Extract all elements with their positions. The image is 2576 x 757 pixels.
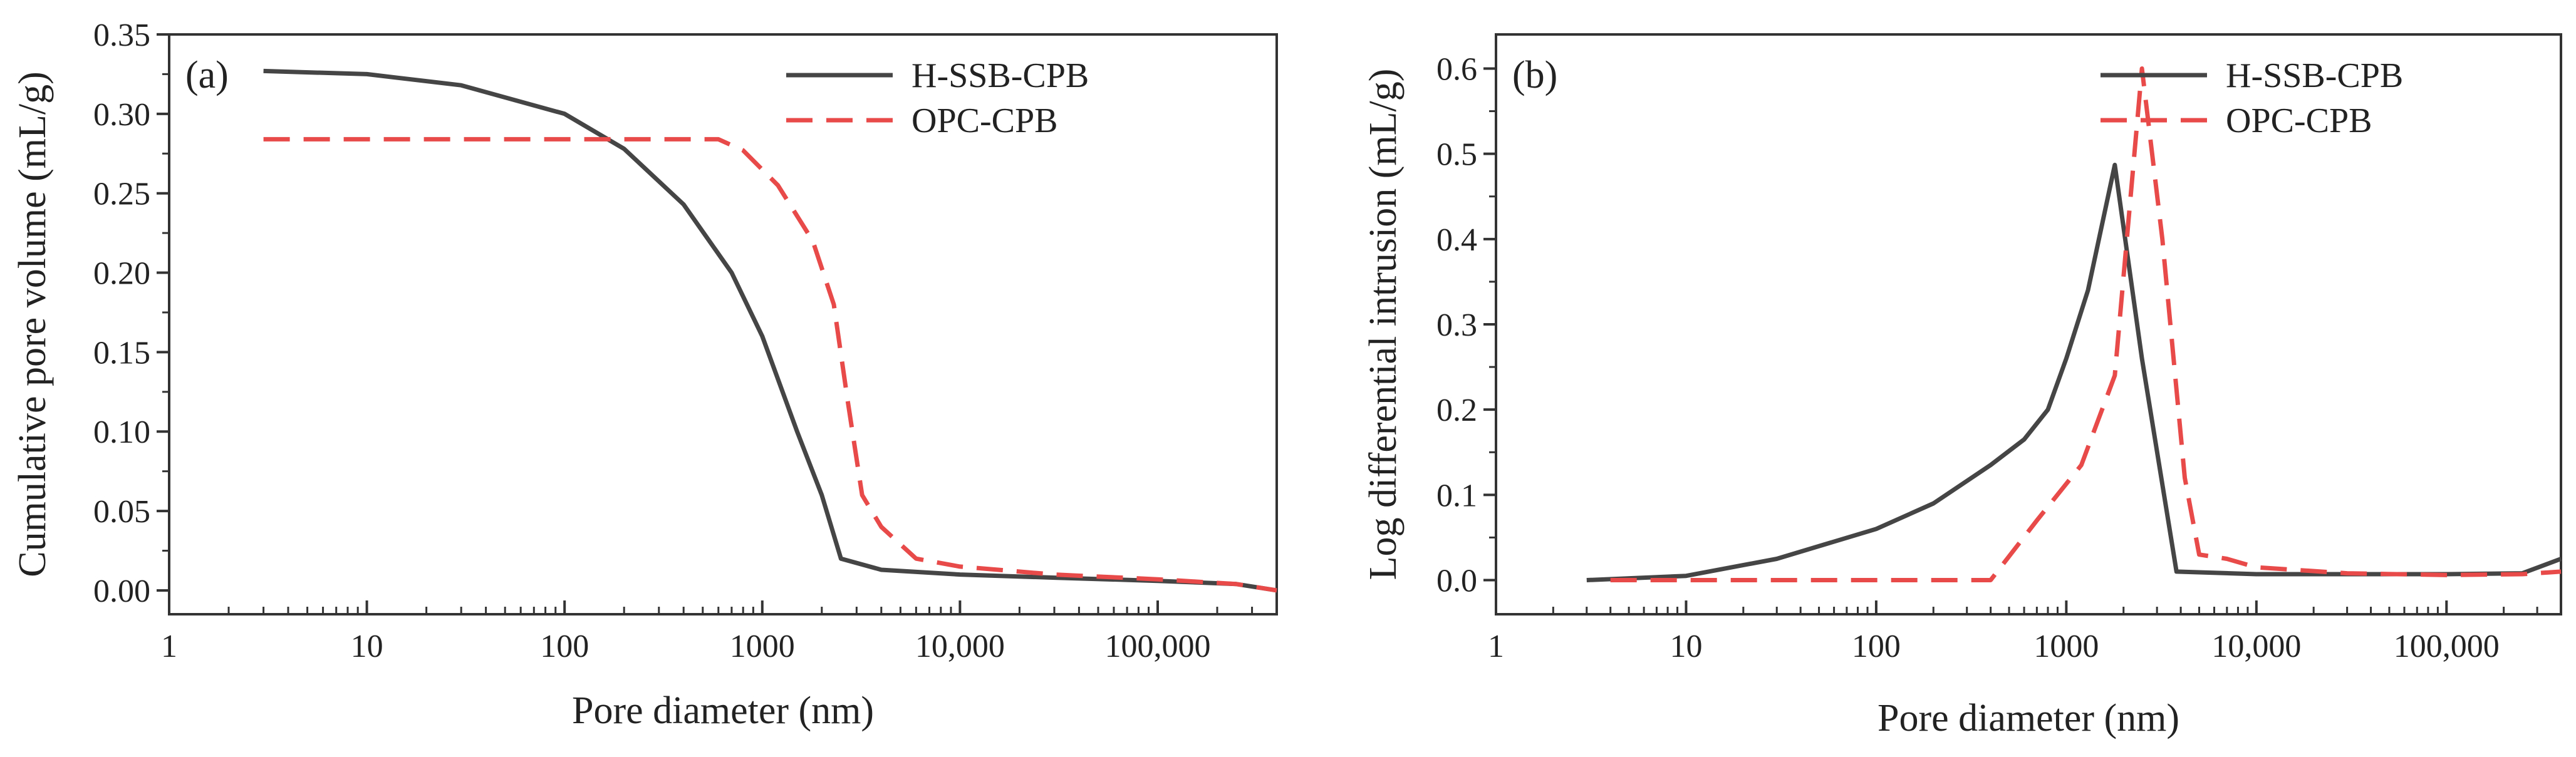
x-tick-label-a-5: 100,000: [1104, 629, 1210, 664]
y-tick-label-b-6: 0.6: [1436, 51, 1477, 87]
x-tick-label-b-5: 100,000: [2394, 629, 2500, 664]
panel-label-b: (b): [1512, 54, 1557, 96]
y-tick-label-a-4: 0.20: [93, 256, 150, 292]
x-tick-label-a-3: 1000: [730, 629, 795, 664]
y-tick-label-b-1: 0.1: [1436, 478, 1477, 513]
plot-frame-b: [1495, 33, 2562, 615]
plot-frame-a: [168, 33, 1278, 615]
y-axis-title-a: Cumulative pore volume (mL/g): [11, 71, 54, 577]
y-tick-label-b-4: 0.4: [1436, 222, 1477, 258]
legend-label-a-0: H-SSB-CPB: [911, 56, 1089, 95]
series-line-b-0: [1586, 162, 2562, 582]
series-line-b-1: [1610, 66, 2562, 582]
y-tick-label-b-0: 0.0: [1436, 564, 1477, 599]
ticks-b: 1 10 100 1000 10,000 100,000 0.0 0.1 0.2 0.3 0.4 0.…: [1436, 51, 2538, 664]
legend-label-b-1: OPC-CPB: [2226, 101, 2372, 140]
y-tick-label-b-5: 0.5: [1436, 137, 1477, 173]
y-tick-label-a-6: 0.30: [93, 97, 150, 133]
x-tick-label-b-4: 10,000: [2211, 629, 2301, 664]
ticks-a: 1 10 100 1000 10,000 100,000 0.00 0.05 0.10 0.15 0…: [93, 18, 1254, 664]
y-tick-label-b-2: 0.2: [1436, 393, 1477, 428]
x-tick-label-a-4: 10,000: [915, 629, 1005, 664]
x-tick-label-a-1: 10: [351, 629, 383, 664]
x-tick-label-b-3: 1000: [2033, 629, 2099, 664]
series-lines-a: [263, 68, 1277, 593]
y-tick-label-a-1: 0.05: [93, 494, 150, 530]
y-tick-label-a-0: 0.00: [93, 574, 150, 609]
x-axis-title-b: Pore diameter (nm): [1877, 697, 2179, 739]
y-tick-label-a-5: 0.25: [93, 177, 150, 212]
panel-label-a: (a): [185, 54, 229, 96]
y-tick-label-a-3: 0.15: [93, 335, 150, 371]
x-tick-label-a-2: 100: [540, 629, 589, 664]
x-tick-label-b-0: 1: [1488, 629, 1504, 664]
series-lines-b: [1586, 66, 2562, 582]
panel-a: 1 10 100 1000 10,000 100,000 0.00 0.05 0.10 0.15 0…: [11, 18, 1278, 732]
panel-b: 1 10 100 1000 10,000 100,000 0.0 0.1 0.2 0.3 0.4 0.…: [1362, 33, 2562, 739]
series-line-a-1: [263, 136, 1277, 593]
y-tick-label-b-3: 0.3: [1436, 307, 1477, 343]
x-tick-label-a-0: 1: [161, 629, 177, 664]
y-tick-label-a-7: 0.35: [93, 18, 150, 53]
x-tick-label-b-1: 10: [1670, 629, 1702, 664]
legend-b: H-SSB-CPB OPC-CPB: [2101, 56, 2403, 140]
series-line-a-0: [263, 68, 1277, 593]
legend-a: H-SSB-CPB OPC-CPB: [786, 56, 1089, 140]
y-axis-title-b: Log differential intrusion (mL/g): [1362, 69, 1405, 580]
legend-label-b-0: H-SSB-CPB: [2226, 56, 2403, 95]
x-axis-title-a: Pore diameter (nm): [572, 689, 874, 732]
legend-label-a-1: OPC-CPB: [911, 101, 1057, 140]
y-tick-label-a-2: 0.10: [93, 415, 150, 450]
x-tick-label-b-2: 100: [1852, 629, 1901, 664]
